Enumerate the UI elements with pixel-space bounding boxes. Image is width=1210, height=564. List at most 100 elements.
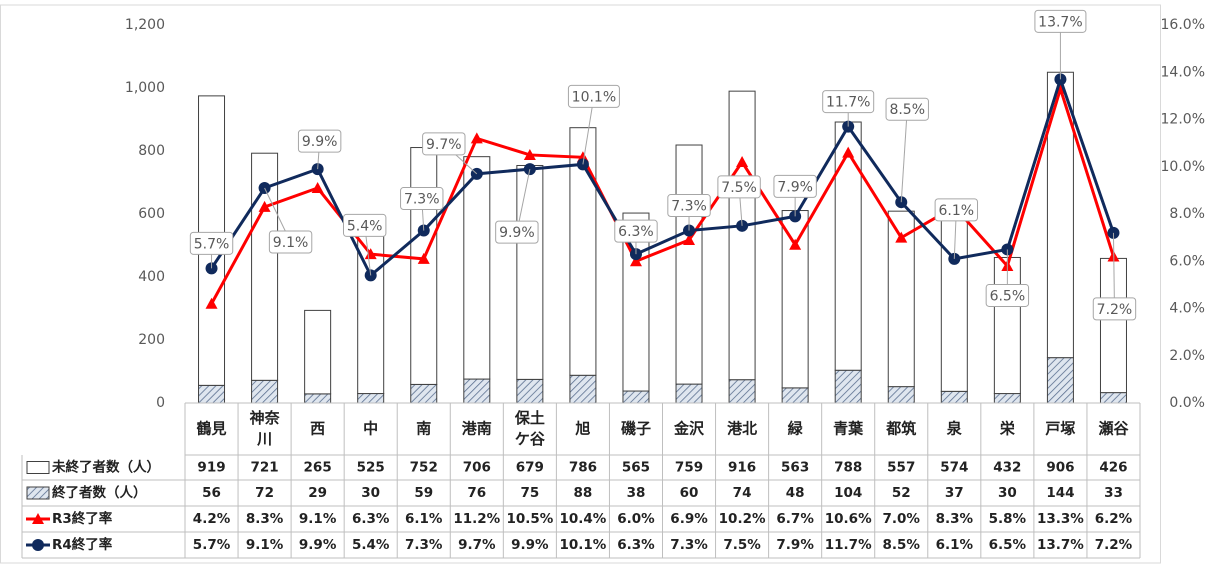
bar-uncompleted	[410, 147, 438, 385]
callout-label: 6.1%	[939, 203, 975, 219]
callout-label: 5.7%	[194, 236, 230, 252]
bar-completed	[251, 379, 279, 404]
callout-label: 9.1%	[273, 235, 309, 251]
table-cell: 75	[520, 485, 539, 501]
table-cell: 60	[680, 485, 699, 501]
line-2	[210, 83, 1115, 305]
category-label: 保土ケ谷	[514, 409, 546, 448]
callout-box	[189, 231, 234, 255]
chart-frame	[0, 4, 1161, 564]
marker-triangle	[736, 156, 749, 168]
bar-completed	[463, 378, 491, 404]
table-cell: 432	[993, 460, 1021, 476]
table-cell: 7.5%	[723, 537, 761, 553]
bar-completed	[675, 383, 703, 404]
table-cell: 679	[516, 460, 544, 476]
y2-tick-label: 6.0%	[1169, 253, 1205, 269]
table-cell: 574	[940, 460, 968, 476]
table-cell: 4.2%	[193, 511, 231, 527]
table-cell: 919	[197, 460, 225, 476]
y2-tick-label: 14.0%	[1161, 64, 1205, 80]
callout-label: 7.5%	[721, 180, 757, 196]
category-label: 南	[416, 420, 431, 438]
legend-key	[32, 513, 44, 524]
bar-uncompleted	[781, 210, 809, 389]
callout-label: 5.4%	[347, 218, 383, 234]
category-label: 戸塚	[1045, 420, 1075, 438]
bar-uncompleted	[304, 309, 332, 395]
table-cell: 6.3%	[617, 537, 655, 553]
bar-uncompleted	[463, 156, 491, 380]
table-cell: 6.1%	[936, 537, 974, 553]
y-tick-label: 0	[156, 395, 165, 411]
line-3	[210, 74, 1115, 278]
table-cell: 11.7%	[825, 537, 872, 553]
table-cell: 10.5%	[506, 511, 553, 527]
table-cell: 525	[357, 460, 385, 476]
table-cell: 30	[998, 485, 1017, 501]
category-label: 緑	[788, 420, 804, 438]
bar-completed	[304, 393, 332, 404]
callout-box	[495, 220, 539, 244]
table-cell: 721	[250, 460, 278, 476]
y2-tick-label: 4.0%	[1169, 301, 1205, 317]
legend-label: R3終了率	[52, 510, 113, 527]
callout-label: 10.1%	[572, 89, 616, 105]
table-cell: 759	[675, 460, 703, 476]
category-label: 中	[363, 420, 378, 438]
callout-box	[614, 219, 658, 243]
bar-completed	[728, 379, 756, 404]
table-cell: 52	[892, 485, 911, 501]
table-cell: 916	[728, 460, 756, 476]
y-tick-label: 600	[138, 206, 165, 222]
table-cell: 752	[410, 460, 438, 476]
table-cell: 10.6%	[825, 511, 872, 527]
table-cell: 10.2%	[719, 511, 766, 527]
callout-label: 7.2%	[1097, 302, 1133, 318]
table-cell: 6.3%	[352, 511, 390, 527]
callout-box	[1092, 297, 1137, 321]
callout-label: 9.9%	[302, 134, 338, 150]
table-cell: 563	[781, 460, 809, 476]
table-cell: 8.3%	[246, 511, 284, 527]
table-cell: 6.0%	[617, 511, 655, 527]
table-cell: 906	[1046, 460, 1074, 476]
table-cell: 426	[1099, 460, 1127, 476]
callout-box	[667, 194, 711, 218]
table-cell: 7.9%	[776, 537, 814, 553]
category-label: 磯子	[621, 420, 651, 438]
table-cell: 265	[304, 460, 332, 476]
marker-triangle	[895, 231, 908, 243]
callout-label: 7.9%	[777, 179, 813, 195]
bar-completed	[887, 386, 915, 404]
callout-box	[885, 97, 929, 121]
table-cell: 6.5%	[989, 537, 1027, 553]
table-cell: 9.1%	[246, 537, 284, 553]
table-cell: 5.8%	[989, 511, 1027, 527]
table-cell: 10.4%	[559, 511, 606, 527]
callout-box	[342, 213, 387, 237]
table-cell: 6.2%	[1095, 511, 1133, 527]
bar-uncompleted	[728, 90, 756, 381]
bar-completed	[781, 387, 809, 404]
category-label: 都筑	[885, 420, 916, 438]
table-cell: 9.7%	[458, 537, 496, 553]
y2-tick-label: 2.0%	[1169, 348, 1205, 364]
marker-triangle	[470, 132, 483, 144]
y-tick-label: 800	[138, 143, 165, 159]
table-cell: 30	[361, 485, 380, 501]
marker-triangle	[842, 146, 855, 158]
category-label: 西	[310, 420, 325, 438]
bar-uncompleted	[940, 210, 968, 392]
marker-triangle	[364, 248, 377, 260]
table-cell: 6.1%	[405, 511, 443, 527]
table-cell: 11.2%	[453, 511, 500, 527]
callout-leader	[900, 109, 908, 203]
table-cell: 7.3%	[670, 537, 708, 553]
y2-tick-label: 16.0%	[1161, 17, 1205, 33]
category-label: 瀬谷	[1098, 420, 1129, 438]
legend-label: 終了者数（人）	[52, 484, 147, 501]
bar-uncompleted	[834, 121, 862, 371]
bar-completed	[1099, 392, 1127, 404]
y2-tick-label: 12.0%	[1161, 112, 1205, 128]
